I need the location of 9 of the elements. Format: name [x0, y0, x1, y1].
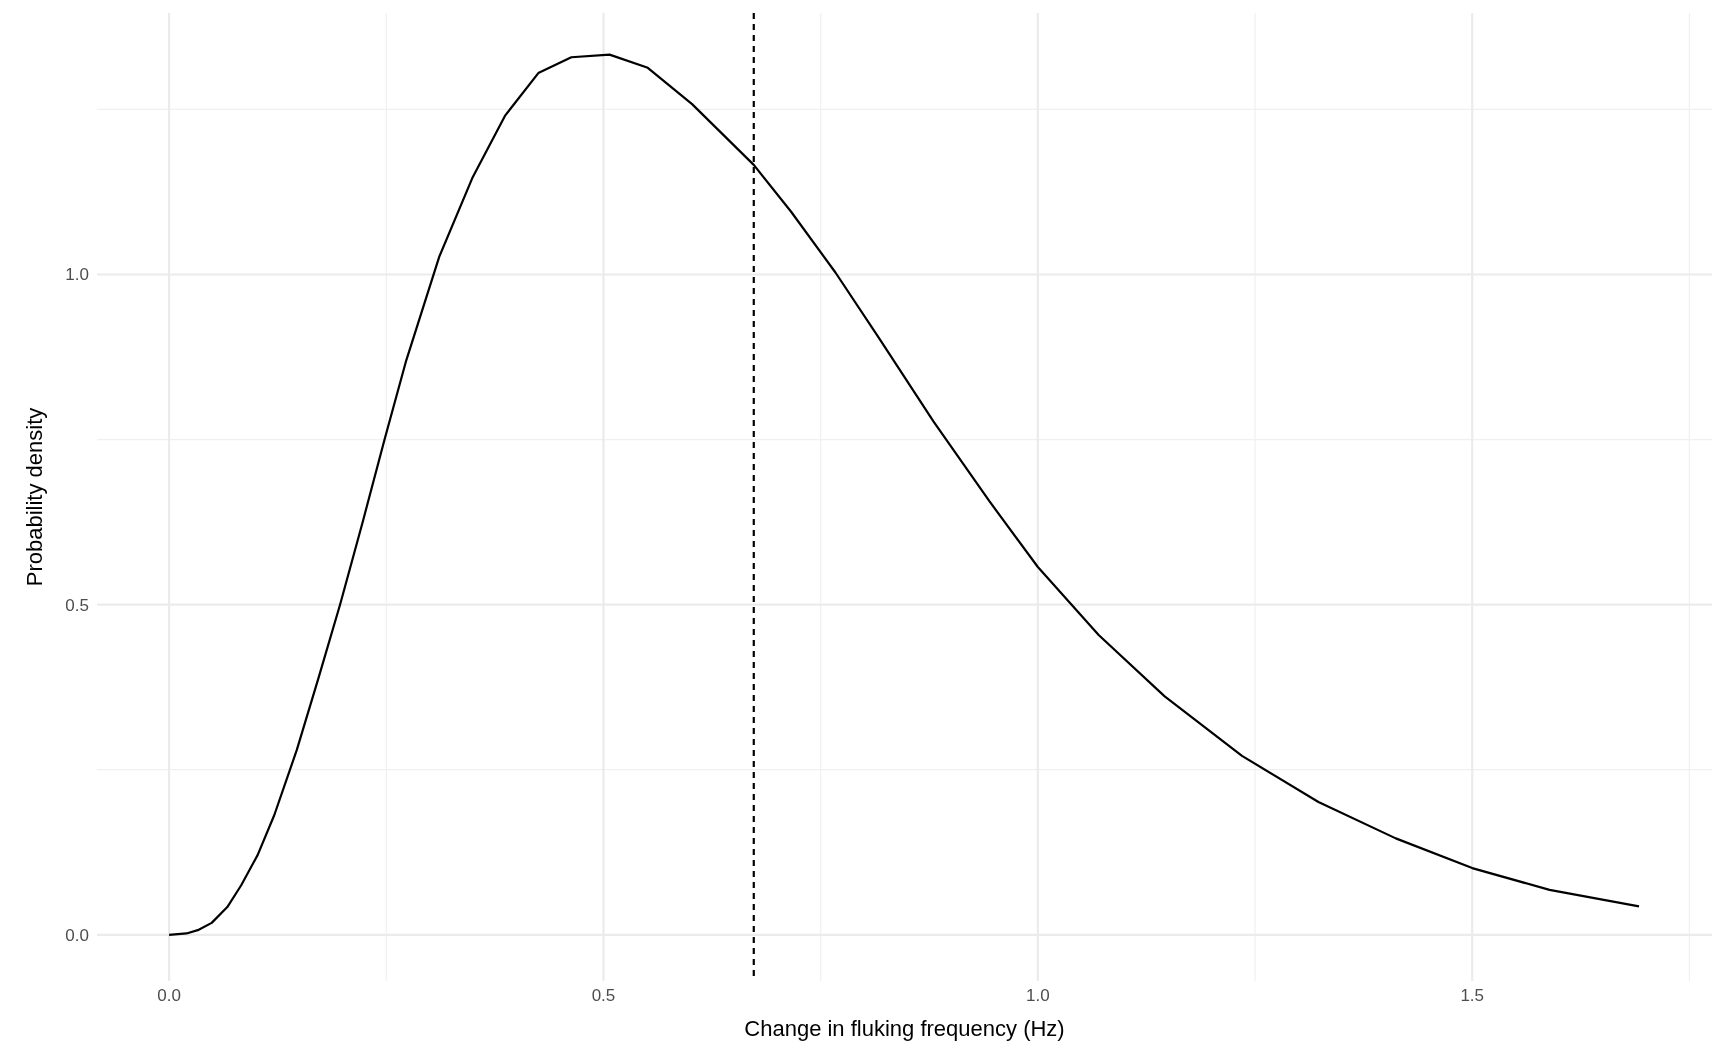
y-axis-title: Probability density [22, 407, 47, 587]
x-tick-label: 1.0 [1026, 986, 1050, 1005]
x-axis-title: Change in fluking frequency (Hz) [744, 1016, 1065, 1041]
x-tick-label: 0.0 [157, 986, 181, 1005]
y-tick-label: 0.5 [65, 595, 89, 615]
y-tick-label: 1.0 [65, 265, 89, 285]
x-tick-label: 1.5 [1460, 986, 1485, 1005]
x-tick-label: 0.5 [591, 986, 616, 1005]
y-tick-label: 0.0 [65, 925, 89, 945]
